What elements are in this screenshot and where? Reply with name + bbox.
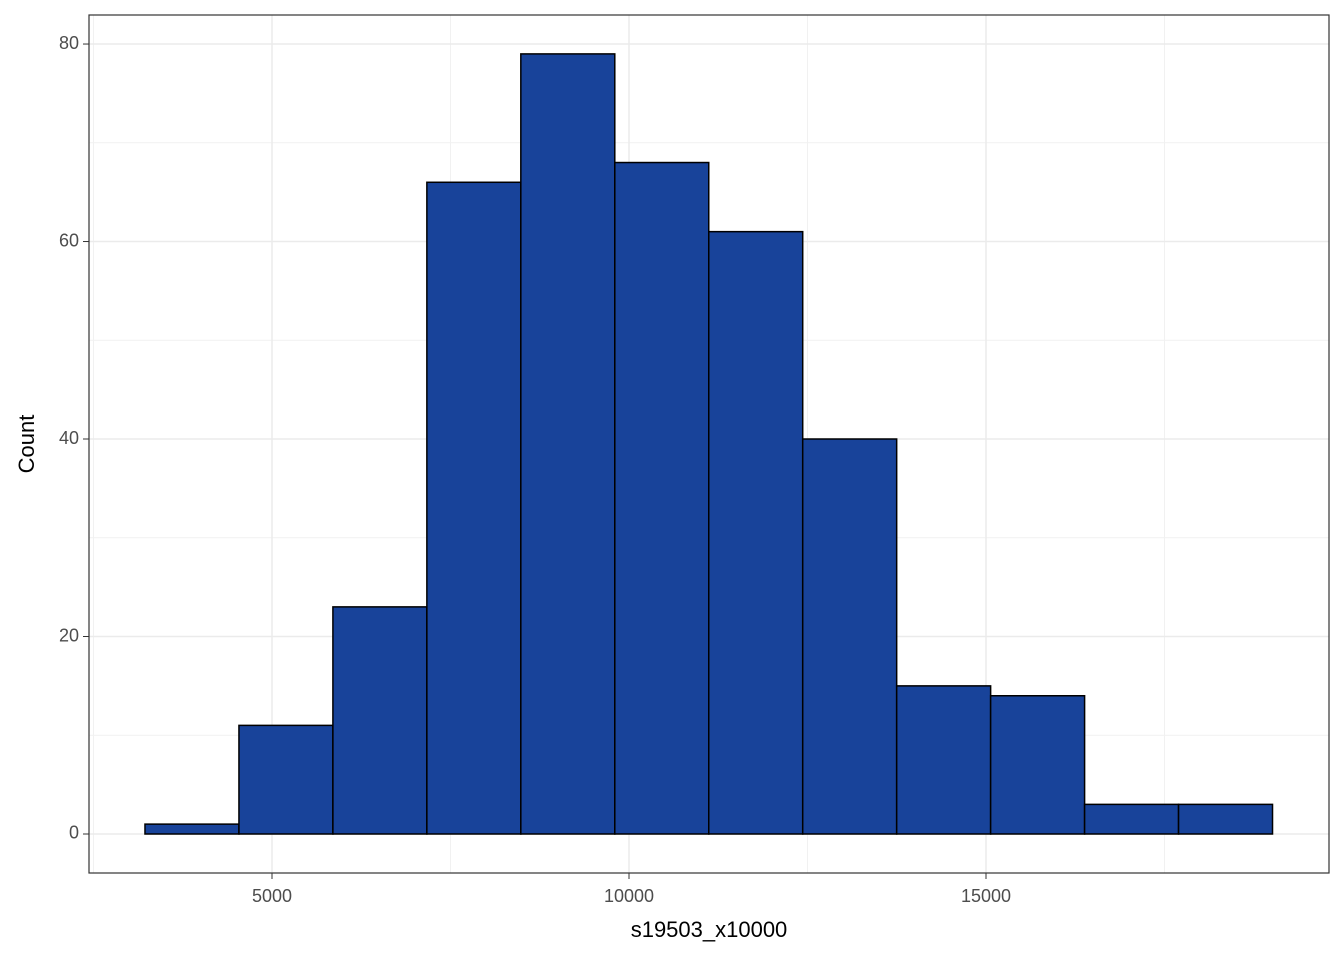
bar — [614, 161, 710, 835]
y-tick-label: 80 — [59, 33, 79, 53]
x-axis-title: s19503_x10000 — [631, 917, 788, 942]
bar — [989, 695, 1086, 835]
bar — [801, 438, 898, 835]
y-tick-label: 40 — [59, 428, 79, 448]
y-tick-label: 0 — [69, 823, 79, 843]
bar — [1083, 803, 1180, 835]
bar — [1177, 803, 1274, 835]
bar — [332, 606, 428, 835]
y-tick-label: 60 — [59, 230, 79, 250]
x-tick-label: 15000 — [961, 886, 1011, 906]
y-tick-label: 20 — [59, 625, 79, 645]
bar — [238, 724, 334, 835]
x-tick-label: 10000 — [604, 886, 654, 906]
y-axis-title: Count — [14, 415, 39, 474]
panel-border — [88, 14, 1330, 874]
x-tick-label: 5000 — [252, 886, 292, 906]
bar — [426, 181, 522, 835]
bar — [520, 53, 616, 835]
bar — [144, 823, 240, 835]
bar — [708, 230, 804, 835]
bar — [895, 685, 992, 835]
